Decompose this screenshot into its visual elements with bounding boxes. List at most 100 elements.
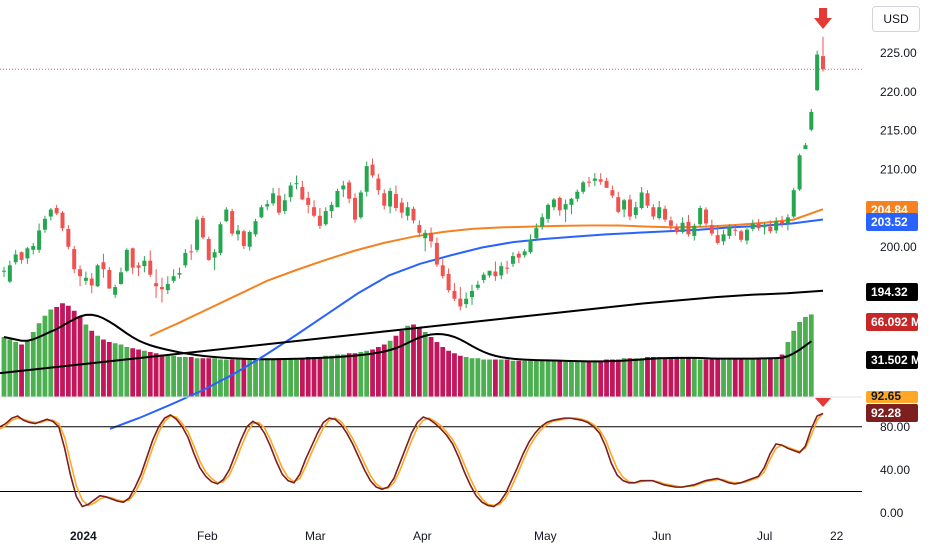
candle-body — [668, 220, 673, 226]
candle-body — [353, 197, 357, 220]
volume-bar — [645, 357, 650, 397]
candle-body — [171, 276, 176, 281]
volume-bar — [25, 340, 30, 397]
volume-bar — [767, 358, 773, 397]
volume-bar — [130, 348, 136, 397]
volume-ma-line — [3, 313, 812, 363]
candle-body — [236, 230, 240, 235]
candle-body — [762, 225, 767, 228]
volume-bar — [165, 355, 171, 397]
volume-bar — [516, 360, 522, 397]
price-tick-label: 215.00 — [880, 124, 917, 138]
volume-bar — [686, 358, 691, 397]
candle-body — [259, 207, 264, 218]
volume-bar — [457, 355, 463, 397]
candle-body — [25, 248, 30, 259]
time-tick-label: Feb — [197, 529, 218, 543]
candle-body — [487, 270, 492, 276]
volume-bar — [551, 360, 557, 397]
volume-bar — [533, 360, 539, 397]
volume-bar — [773, 357, 779, 397]
candle-body — [546, 204, 551, 219]
candle-body — [458, 298, 463, 307]
candle-body — [66, 228, 71, 247]
volume-bar — [323, 355, 329, 397]
price-badge-label: 203.52 — [871, 215, 908, 229]
volume-bar — [762, 358, 767, 397]
volume-ma-series — [3, 313, 812, 363]
candle-body — [639, 192, 644, 208]
volume-bar — [83, 324, 89, 397]
volume-bar — [200, 358, 206, 397]
candle-body — [563, 204, 568, 210]
candle-body — [37, 230, 42, 250]
volume-bar — [387, 340, 393, 397]
candle-body — [791, 190, 796, 217]
volume-bar — [703, 359, 709, 397]
stoch-d-badge-label: 92.65 — [871, 389, 901, 403]
currency-selector[interactable]: USD — [872, 6, 920, 32]
stoch-k-line — [0, 412, 824, 508]
candle-body — [189, 251, 194, 253]
volume-bar — [744, 358, 750, 397]
candle-body — [785, 217, 790, 224]
volume-bar — [352, 353, 358, 397]
volume-bar — [422, 332, 428, 397]
volume-bar — [580, 362, 586, 397]
candle-body — [177, 273, 182, 275]
candle-body — [341, 185, 346, 190]
volume-bar — [340, 354, 346, 397]
volume-bar — [299, 358, 305, 397]
volume-bar — [569, 362, 574, 397]
candle-body — [505, 267, 510, 269]
candle-body — [119, 272, 123, 284]
candle-body — [95, 265, 100, 287]
candle-body — [101, 262, 106, 270]
candle-body — [704, 209, 708, 224]
candle-body — [692, 225, 697, 236]
volume-bar — [785, 342, 791, 397]
candle-body — [780, 221, 785, 224]
candle-body — [698, 208, 703, 225]
price-badge-label: 194.32 — [871, 285, 908, 299]
volume-bar — [493, 359, 498, 397]
ma-series-3 — [0, 289, 824, 375]
ma-series-2 — [109, 218, 824, 430]
candle-body — [470, 290, 474, 298]
volume-bar — [188, 357, 194, 397]
volume-bar — [633, 358, 639, 397]
candle-body — [83, 277, 88, 281]
volume-bar — [294, 358, 299, 397]
price-tick-label: 220.00 — [880, 85, 917, 99]
volume-bar — [709, 359, 715, 397]
volume-bar — [270, 358, 276, 397]
candle-body — [429, 232, 434, 242]
candle-body — [522, 251, 527, 256]
volume-bar — [153, 353, 159, 397]
volume-bar — [101, 339, 106, 397]
candle-body — [306, 197, 311, 205]
candle-body — [417, 225, 422, 233]
volume-bar — [446, 350, 451, 397]
candle-body — [516, 253, 521, 258]
volume-bar — [106, 342, 112, 397]
candle-body — [797, 155, 802, 190]
candle-body — [142, 260, 147, 267]
candle-body — [183, 252, 188, 266]
volume-bar — [1, 337, 7, 397]
candle-body — [510, 256, 515, 264]
candle-body — [651, 207, 656, 217]
volume-bar — [563, 362, 568, 397]
candle-body — [253, 221, 258, 235]
candle-body — [774, 221, 779, 231]
candle-body — [598, 179, 603, 182]
candle-body — [224, 209, 229, 222]
candle-body — [154, 283, 159, 287]
volume-bar — [305, 357, 311, 397]
volume-bar — [36, 323, 42, 397]
candle-body — [674, 226, 679, 233]
candlesticks — [2, 36, 825, 311]
volume-bar — [528, 360, 533, 397]
time-tick-label: Jun — [652, 529, 671, 543]
